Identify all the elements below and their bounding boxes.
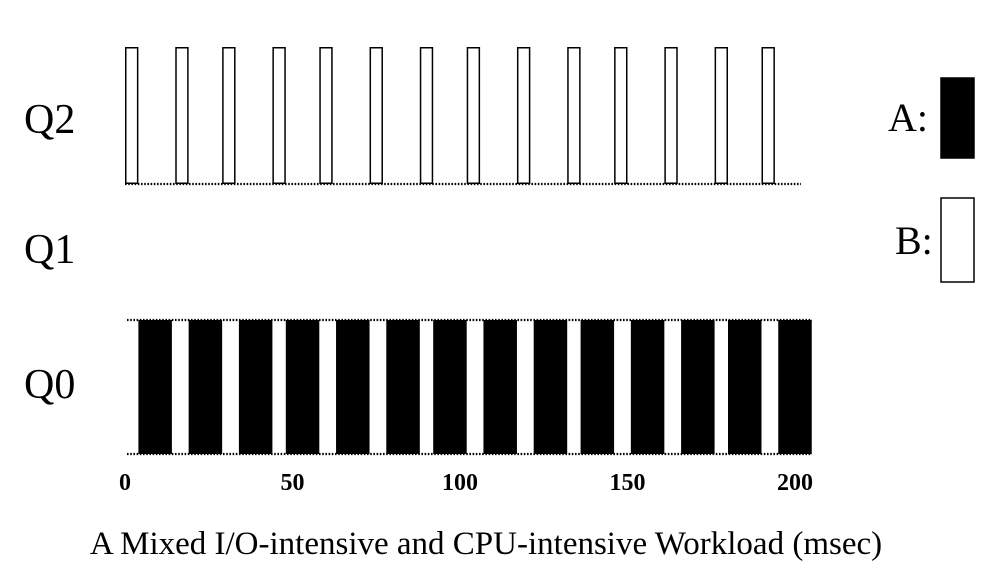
bar-a-q0-13 [728,320,762,454]
legend: A: B: [888,77,975,283]
x-tick-label-50: 50 [281,470,305,496]
bar-a-q0-8 [483,320,517,454]
bar-b-q2-1 [125,47,139,184]
bar-a-q0-10 [580,320,615,454]
bar-b-q2-5 [319,47,333,184]
bar-a-q0-14 [778,320,812,454]
bar-a-q0-12 [681,320,715,454]
bar-a-q0-6 [386,320,420,454]
bar-b-q2-4 [272,47,286,184]
chart-marks [125,47,812,454]
x-axis-label: A Mixed I/O-intensive and CPU-intensive … [90,526,882,562]
bar-b-q2-13 [714,47,728,184]
bar-a-q0-11 [630,320,665,454]
queue-label-q2: Q2 [24,97,75,143]
bar-b-q2-10 [567,47,581,184]
bar-b-q2-14 [761,47,775,184]
bar-a-q0-9 [533,320,568,454]
bar-b-q2-6 [369,47,383,184]
queue-labels: Q2 Q1 Q0 [24,97,75,408]
bar-b-q2-2 [175,47,189,184]
legend-swatch-b [940,197,975,283]
x-tick-label-150: 150 [610,470,646,496]
bar-a-q0-1 [138,320,172,454]
bar-b-q2-7 [419,47,434,184]
bar-a-q0-7 [433,320,467,454]
x-tick-label-0: 0 [119,470,131,496]
bar-a-q0-2 [188,320,223,454]
x-axis-ticks: 0 50 100 150 200 [119,470,813,496]
legend-label-a: A: [888,95,928,140]
bar-a-q0-4 [285,320,320,454]
bar-b-q2-11 [614,47,628,184]
bar-b-q2-3 [222,47,236,184]
queue-label-q1: Q1 [24,227,75,273]
queue-label-q0: Q0 [24,362,75,408]
legend-swatch-a [940,77,975,159]
x-tick-label-200: 200 [777,470,813,496]
bar-b-q2-12 [664,47,678,184]
bar-a-q0-5 [336,320,370,454]
bar-b-q2-8 [466,47,481,184]
bar-a-q0-3 [238,320,273,454]
bar-b-q2-9 [516,47,531,184]
x-tick-label-100: 100 [442,470,478,496]
legend-label-b: B: [895,218,933,263]
